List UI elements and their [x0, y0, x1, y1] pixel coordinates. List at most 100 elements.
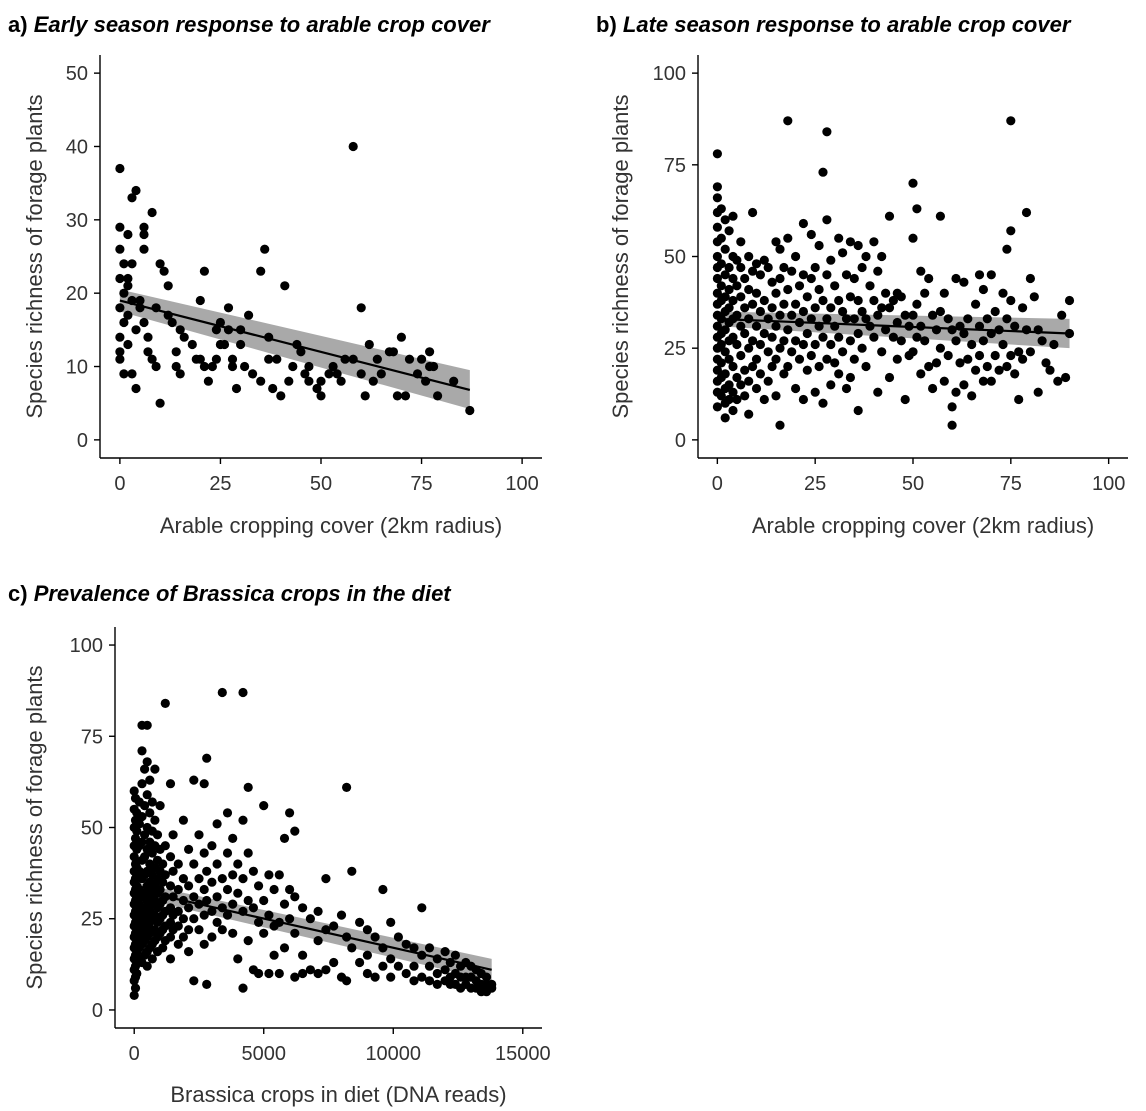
data-point [873, 266, 883, 276]
data-point [268, 383, 278, 394]
data-point [818, 398, 828, 408]
data-point [744, 409, 754, 419]
data-point [845, 292, 856, 302]
data-point [763, 347, 773, 357]
data-point [955, 358, 965, 368]
data-point [194, 874, 204, 884]
data-point [884, 372, 895, 383]
y-axis-label: Species richness of forage plants [22, 665, 47, 989]
data-point [720, 215, 730, 225]
data-point [312, 383, 322, 394]
data-point [974, 350, 985, 361]
data-point [1010, 369, 1020, 379]
data-point [720, 413, 730, 423]
data-point [223, 303, 234, 313]
data-point [861, 251, 871, 262]
data-point [1021, 207, 1032, 218]
data-point [123, 281, 133, 291]
data-point [783, 233, 793, 243]
data-point [720, 270, 730, 280]
data-point [1002, 314, 1012, 324]
data-point [884, 211, 895, 221]
data-point [305, 914, 315, 924]
data-point [140, 852, 150, 862]
data-point [849, 354, 859, 364]
data-point [145, 775, 155, 785]
data-point [362, 925, 372, 935]
data-point [481, 972, 492, 982]
data-point [712, 321, 723, 331]
data-point [254, 881, 264, 891]
data-point [783, 361, 793, 372]
data-point [986, 376, 996, 386]
data-point [202, 979, 212, 990]
data-point [767, 277, 777, 287]
data-point [304, 361, 314, 372]
data-point [173, 906, 183, 917]
data-point [873, 310, 883, 320]
x-axis-label: Arable cropping cover (2km radius) [752, 513, 1094, 538]
data-point [336, 376, 346, 386]
data-point [928, 383, 938, 394]
data-point [798, 339, 809, 350]
data-point [355, 957, 365, 968]
data-point [716, 233, 726, 243]
data-point [313, 968, 323, 979]
data-point [409, 976, 419, 986]
data-point [912, 299, 922, 309]
data-point [845, 372, 856, 383]
data-point [199, 779, 209, 789]
data-point [920, 288, 930, 298]
data-point [869, 237, 879, 247]
data-point [264, 870, 274, 880]
data-point [822, 354, 832, 364]
data-point [259, 895, 269, 906]
data-point [160, 841, 170, 851]
data-point [279, 899, 290, 909]
data-point [130, 983, 141, 993]
data-point [199, 266, 209, 276]
data-point [401, 968, 411, 979]
data-point [967, 339, 977, 350]
data-point [834, 332, 844, 342]
data-point [360, 391, 370, 401]
data-point [173, 921, 183, 931]
data-point [794, 354, 805, 364]
data-point [806, 229, 816, 240]
panel-c-title: c) Prevalence of Brassica crops in the d… [8, 581, 451, 607]
data-point [748, 299, 758, 309]
data-point [712, 222, 723, 232]
data-point [243, 895, 253, 906]
data-point [787, 310, 797, 320]
data-point [348, 141, 358, 152]
data-point [238, 874, 248, 884]
x-tick-label: 5000 [241, 1043, 286, 1065]
data-point [1041, 358, 1051, 368]
data-point [732, 310, 742, 320]
data-point [194, 925, 204, 935]
data-point [274, 870, 284, 880]
data-point [217, 687, 227, 698]
data-point [393, 932, 403, 942]
data-point [1006, 226, 1016, 236]
data-point [888, 332, 899, 342]
data-point [356, 369, 366, 379]
data-point [830, 281, 840, 291]
regression-line [717, 317, 1070, 335]
data-point [115, 347, 125, 357]
data-point [841, 383, 852, 394]
x-axis-label: Brassica crops in diet (DNA reads) [170, 1082, 506, 1107]
data-point [119, 288, 129, 298]
data-point [853, 295, 863, 306]
y-tick-label: 20 [66, 283, 88, 305]
data-point [243, 782, 253, 793]
data-point [798, 394, 809, 405]
data-point [178, 914, 188, 924]
data-point [881, 288, 891, 298]
data-point [189, 859, 199, 869]
data-point [184, 881, 194, 891]
data-point [233, 859, 243, 869]
data-point [207, 932, 217, 942]
